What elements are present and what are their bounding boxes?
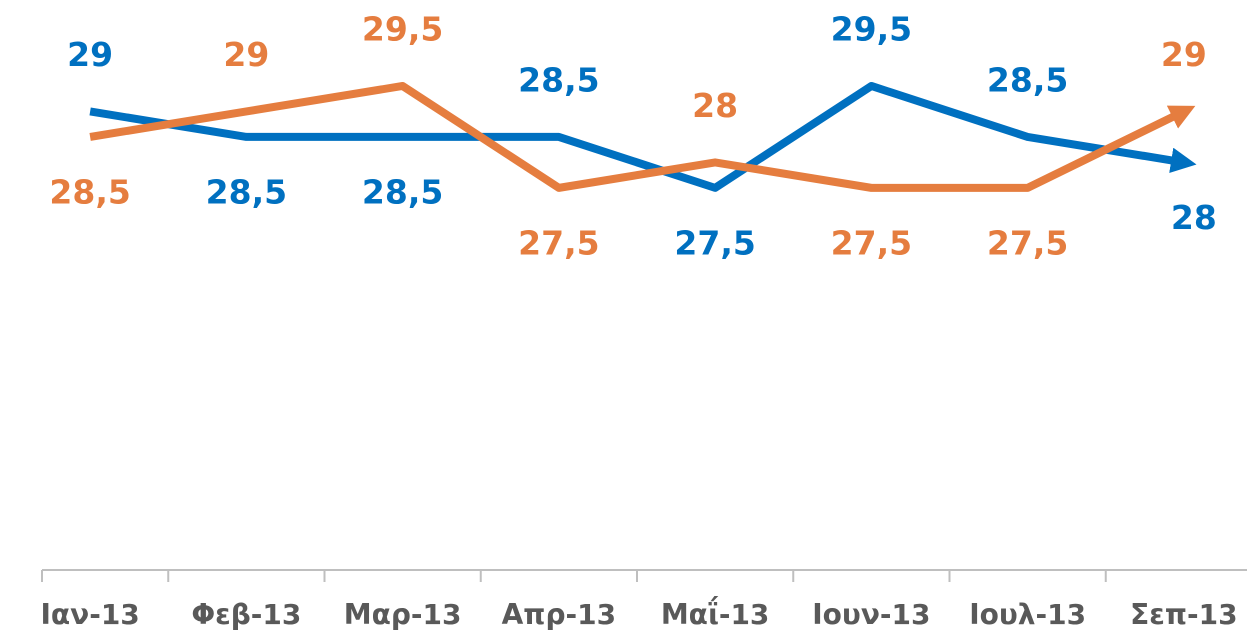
data-label: 28: [1171, 198, 1217, 237]
x-tick-label: Φεβ-13: [191, 598, 301, 631]
x-tick-label: Ιαν-13: [40, 598, 139, 631]
data-label: 28,5: [987, 60, 1068, 99]
data-label: 28,5: [206, 172, 287, 211]
data-label: 28,5: [518, 60, 599, 99]
data-label: 28,5: [49, 172, 130, 211]
data-label: 27,5: [518, 223, 599, 262]
data-label: 29: [67, 35, 113, 74]
x-tick-label: Μαρ-13: [344, 598, 462, 631]
x-tick-label: Ιουλ-13: [969, 598, 1086, 631]
data-label: 27,5: [674, 223, 755, 262]
data-label: 28: [692, 86, 738, 125]
data-label: 29: [223, 35, 269, 74]
series-line: [89, 81, 1196, 192]
x-tick-label: Ιουν-13: [812, 598, 930, 631]
x-tick-label: Σεπ-13: [1130, 598, 1237, 631]
data-label: 29,5: [831, 9, 912, 48]
data-label: 29,5: [362, 9, 443, 48]
series-line: [89, 81, 1197, 192]
data-label: 27,5: [987, 223, 1068, 262]
data-label: 29: [1161, 35, 1207, 74]
data-label: 28,5: [362, 172, 443, 211]
x-tick-label: Απρ-13: [502, 598, 616, 631]
x-tick-label: Μαΐ-13: [661, 595, 770, 631]
data-label: 27,5: [831, 223, 912, 262]
